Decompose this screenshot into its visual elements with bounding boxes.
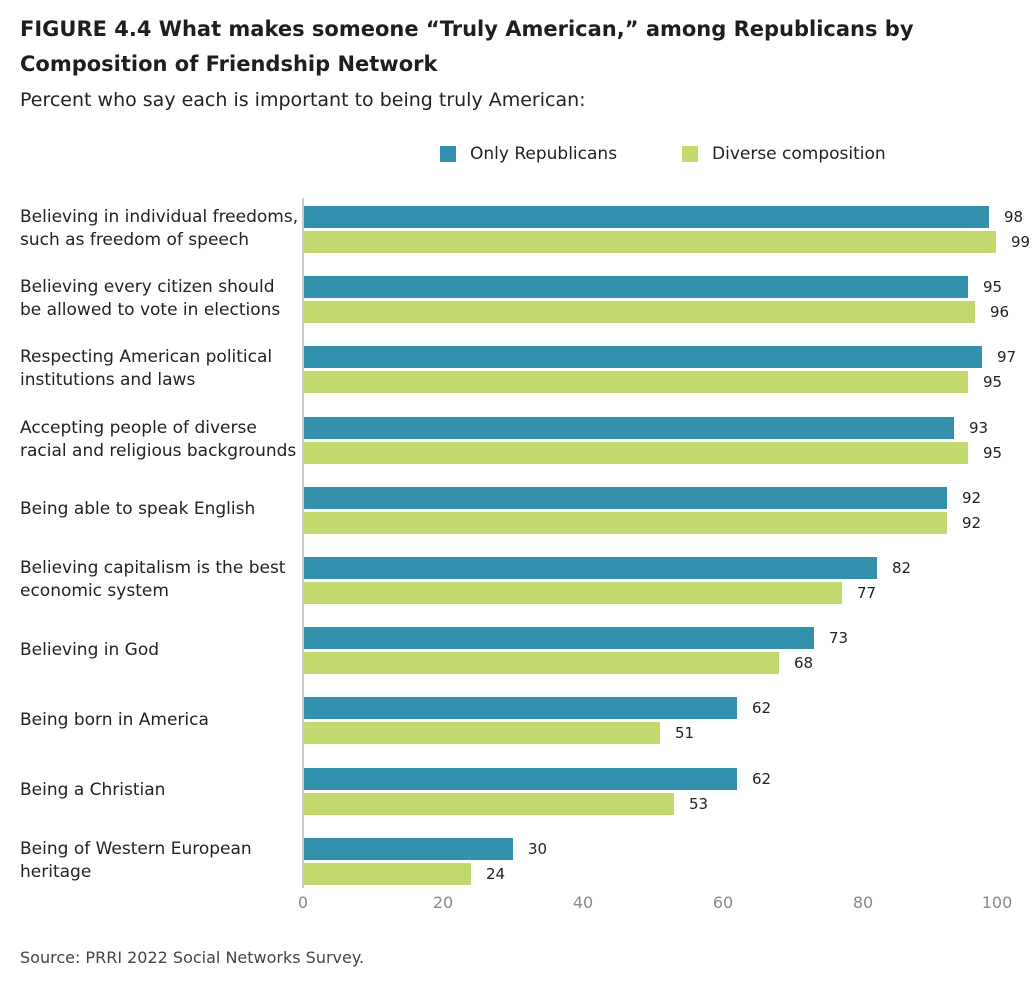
bar-value-label: 95	[983, 278, 1003, 297]
bar-value-label: 24	[486, 864, 506, 883]
x-axis-tick-label: 20	[432, 893, 454, 912]
bar-value-label: 53	[689, 794, 709, 813]
bar-only-republicans	[303, 627, 814, 650]
bar-value-label: 51	[675, 724, 695, 743]
x-axis-tick-label: 100	[981, 893, 1013, 912]
bar-diverse-composition	[303, 441, 968, 464]
bar-value-label: 82	[892, 559, 912, 577]
bar-only-republicans	[303, 346, 982, 369]
bar-only-republicans	[303, 276, 968, 299]
bar-value-label: 93	[969, 418, 989, 437]
category-label: Believing in individual freedoms, such a…	[20, 207, 299, 250]
bar-only-republicans	[303, 206, 989, 228]
bar-diverse-composition	[303, 511, 947, 534]
category-label: Being of Western European heritage	[20, 838, 252, 882]
bar-value-label: 62	[752, 699, 772, 718]
category-label: Believing every citizen should be allowe…	[20, 277, 281, 321]
chart-title: FIGURE 4.4 What makes someone “Truly Ame…	[20, 17, 914, 76]
category-label: Being able to speak English	[20, 499, 256, 520]
bar-value-label: 98	[1004, 208, 1024, 226]
category-label: Believing in God	[20, 639, 160, 660]
bar-value-label: 99	[1011, 233, 1031, 251]
bar-diverse-composition	[303, 862, 471, 885]
bar-value-label: 95	[983, 443, 1003, 462]
bar-only-republicans	[303, 837, 513, 860]
category-label: Accepting people of diverse racial and r…	[20, 417, 297, 461]
bar-value-label: 73	[829, 629, 849, 648]
legend-swatch-diverse-composition	[682, 146, 698, 162]
category-label: Believing capitalism is the best economi…	[20, 558, 286, 601]
category-label: Being a Christian	[20, 780, 166, 801]
category-label: Respecting American political institutio…	[20, 347, 273, 391]
bar-value-label: 92	[962, 488, 982, 507]
source-note: Source: PRRI 2022 Social Networks Survey…	[20, 948, 365, 967]
bar-diverse-composition	[303, 301, 975, 324]
bar-value-label: 77	[857, 584, 877, 602]
bar-diverse-composition	[303, 371, 968, 394]
bar-value-label: 97	[997, 348, 1017, 367]
bar-diverse-composition	[303, 582, 842, 604]
bar-only-republicans	[303, 416, 954, 439]
category-label: Being born in America	[20, 709, 209, 730]
legend-label-diverse-composition: Diverse composition	[712, 144, 886, 164]
x-axis-tick-label: 0	[297, 893, 309, 912]
bar-value-label: 92	[962, 513, 982, 532]
legend-item-diverse-composition: Diverse composition	[682, 142, 886, 166]
bar-diverse-composition	[303, 722, 660, 745]
x-axis-tick-label: 40	[572, 893, 594, 912]
y-axis-line	[302, 198, 304, 888]
bar-value-label: 62	[752, 769, 772, 788]
legend-label-only-republicans: Only Republicans	[470, 144, 618, 164]
bar-diverse-composition	[303, 652, 779, 675]
x-axis-tick-label: 60	[712, 893, 734, 912]
bar-diverse-composition	[303, 792, 674, 815]
bar-only-republicans	[303, 486, 947, 509]
bar-only-republicans	[303, 697, 737, 720]
bar-value-label: 68	[794, 654, 814, 673]
legend-item-only-republicans: Only Republicans	[440, 142, 617, 166]
bar-only-republicans	[303, 767, 737, 790]
bar-only-republicans	[303, 557, 877, 579]
x-axis-tick-label: 80	[852, 893, 874, 912]
chart-subtitle: Percent who say each is important to bei…	[20, 89, 586, 111]
bar-value-label: 30	[528, 839, 548, 858]
legend-swatch-only-republicans	[440, 146, 456, 162]
bar-value-label: 96	[990, 303, 1010, 322]
bar-value-label: 95	[983, 373, 1003, 392]
bar-diverse-composition	[303, 231, 996, 253]
